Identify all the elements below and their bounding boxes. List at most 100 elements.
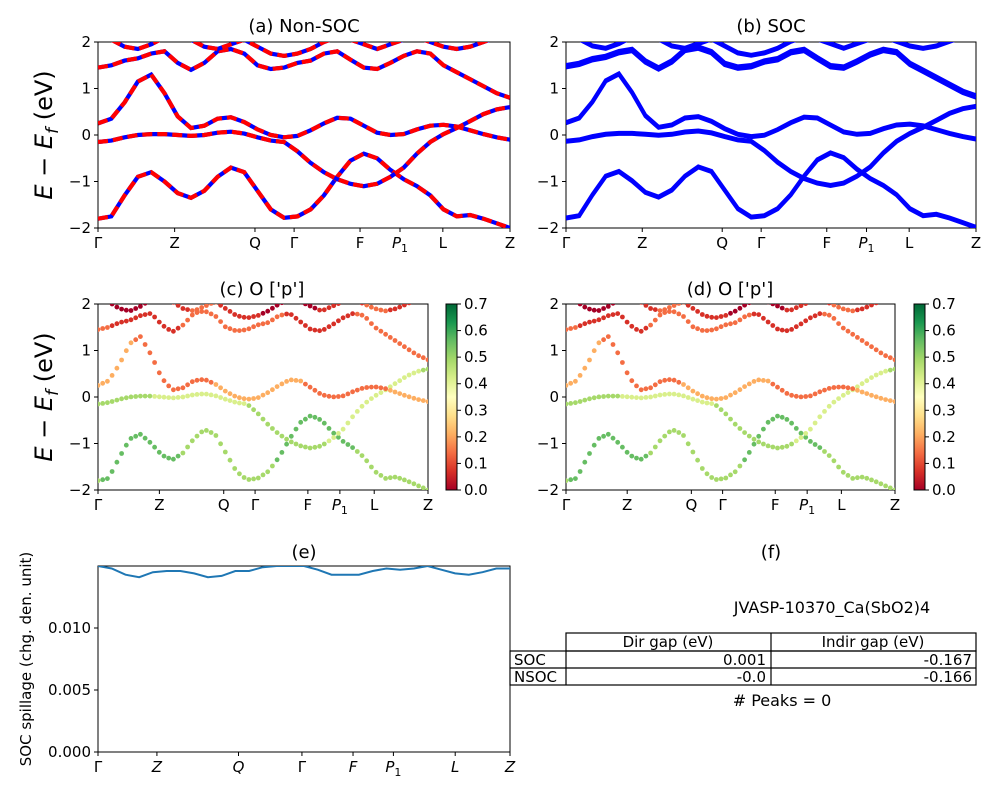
projected-band-point [336, 318, 341, 324]
projected-band-point [109, 323, 115, 329]
projected-band-point [845, 473, 851, 478]
projected-band-point [732, 469, 738, 475]
projected-band-point [274, 304, 280, 308]
projected-band-point [251, 407, 256, 413]
projected-band-point [232, 393, 238, 399]
projected-band-point [766, 304, 770, 305]
projected-band-point [803, 304, 809, 306]
projected-band-point [156, 449, 162, 455]
projected-band-point [397, 341, 403, 346]
projected-band-point [840, 325, 846, 331]
projected-band-point [582, 397, 588, 403]
projected-band-point [279, 381, 285, 387]
projected-band-point [704, 400, 710, 406]
projected-band-point [765, 419, 771, 425]
projected-band-point [241, 314, 247, 320]
x-tick-label: L [439, 234, 448, 252]
panel-d-title: (d) O ['p'] [687, 279, 773, 300]
projected-band-point [779, 327, 785, 333]
projected-band-point [817, 414, 823, 420]
x-tick-label: Z [423, 496, 433, 514]
projected-band-point [671, 428, 677, 433]
projected-band-point [709, 475, 715, 480]
projected-band-point [812, 420, 818, 426]
projected-band-point [634, 455, 639, 461]
projected-band-point [397, 391, 403, 396]
projected-band-point [690, 388, 696, 394]
projected-band-point [652, 393, 658, 399]
projected-band-point [100, 380, 106, 386]
projected-band-point [156, 319, 162, 325]
projected-band-point [695, 326, 700, 332]
band-line-nonsoc [98, 46, 510, 100]
projected-band-point [208, 311, 214, 317]
projected-band-point [180, 322, 186, 328]
projected-band-point [718, 407, 724, 413]
projected-band-point [378, 385, 384, 391]
y-tick-label: −2 [69, 481, 91, 499]
projected-band-point [251, 324, 256, 330]
projected-band-point [255, 411, 261, 417]
projected-band-point [709, 396, 715, 402]
projected-band-point [864, 378, 870, 384]
projected-band-point [634, 383, 639, 389]
colorbar-tick-label: 0.3 [464, 401, 488, 419]
projected-band-point [119, 319, 124, 325]
projected-band-point [241, 401, 247, 406]
projected-band-point [639, 304, 643, 305]
projected-band-point [119, 451, 124, 456]
projected-band-point [826, 403, 832, 409]
projected-band-point [728, 321, 733, 327]
projected-band-point [779, 305, 785, 311]
projected-band-point [265, 320, 271, 326]
projected-band-point [878, 350, 884, 356]
x-tick-label: F [771, 496, 780, 514]
projected-band-point [128, 340, 134, 346]
projected-band-point [737, 463, 743, 469]
projected-band-point [577, 304, 583, 307]
projected-band-point [620, 444, 625, 450]
projected-band-point [171, 328, 176, 334]
projected-band-point [133, 433, 139, 439]
projected-band-point [359, 304, 365, 306]
projected-band-point [770, 323, 776, 328]
projected-band-point [634, 297, 639, 302]
projected-band-point [869, 392, 874, 398]
y-tick-label: 2 [549, 33, 559, 51]
table-cell-nsoc-dir: -0.0 [737, 668, 766, 686]
projected-band-point [387, 384, 393, 390]
projected-band-point [373, 392, 379, 398]
projected-band-point [307, 326, 313, 332]
projected-band-point [892, 487, 895, 490]
projected-band-point [765, 443, 771, 449]
projected-band-point [667, 305, 672, 310]
projected-band-point [199, 377, 205, 383]
projected-band-point [383, 331, 388, 337]
projected-band-point [704, 471, 710, 477]
projected-band-point [732, 320, 738, 326]
projected-band-point [568, 380, 574, 386]
projected-band-point [199, 391, 205, 397]
projected-band-point [147, 311, 153, 316]
projected-band-point [411, 370, 417, 376]
projected-band-point [784, 328, 790, 334]
colorbar-tick-label: 0.0 [932, 481, 956, 499]
projected-band-point [737, 317, 743, 323]
projected-band-point [138, 304, 143, 309]
projected-band-point [638, 456, 644, 462]
y-axis-label-top: E − Ef (eV) [30, 70, 63, 199]
projected-band-point [166, 297, 171, 302]
projected-band-point [732, 308, 738, 314]
projected-band-point [629, 394, 635, 400]
band-line-soc [566, 47, 976, 100]
projected-band-point [373, 469, 379, 475]
projected-band-point [699, 328, 705, 333]
projected-band-point [845, 328, 851, 334]
projected-band-point [123, 395, 129, 401]
projected-band-point [100, 401, 106, 406]
projected-band-point [812, 391, 818, 397]
projected-band-point [185, 317, 191, 323]
projected-band-point [114, 321, 120, 327]
projected-band-point [100, 295, 105, 300]
projected-band-point [714, 477, 719, 482]
